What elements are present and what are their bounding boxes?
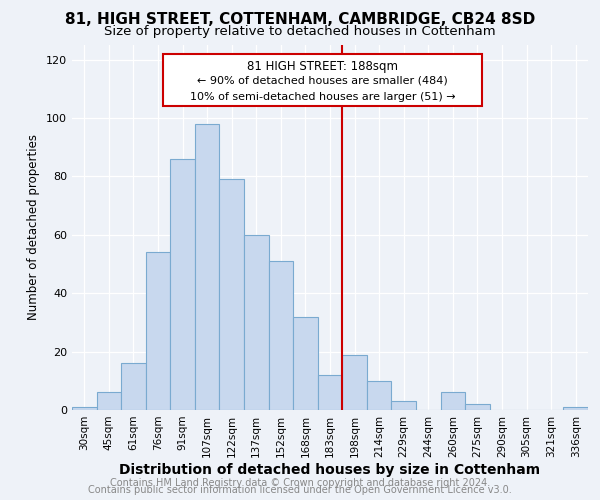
Bar: [220, 180, 244, 410]
Text: ← 90% of detached houses are smaller (484): ← 90% of detached houses are smaller (48…: [197, 76, 448, 86]
Bar: [121, 364, 146, 410]
Text: Contains public sector information licensed under the Open Government Licence v3: Contains public sector information licen…: [88, 485, 512, 495]
Bar: [465, 404, 490, 410]
Bar: [440, 392, 465, 410]
Text: 10% of semi-detached houses are larger (51) →: 10% of semi-detached houses are larger (…: [190, 92, 455, 102]
Bar: [391, 401, 416, 410]
Bar: [318, 375, 342, 410]
Bar: [195, 124, 220, 410]
Bar: [342, 354, 367, 410]
FancyBboxPatch shape: [163, 54, 482, 106]
Bar: [146, 252, 170, 410]
Bar: [293, 316, 318, 410]
X-axis label: Distribution of detached houses by size in Cottenham: Distribution of detached houses by size …: [119, 462, 541, 476]
Bar: [563, 407, 588, 410]
Bar: [97, 392, 121, 410]
Text: 81 HIGH STREET: 188sqm: 81 HIGH STREET: 188sqm: [247, 60, 398, 72]
Bar: [244, 235, 269, 410]
Bar: [367, 381, 391, 410]
Text: 81, HIGH STREET, COTTENHAM, CAMBRIDGE, CB24 8SD: 81, HIGH STREET, COTTENHAM, CAMBRIDGE, C…: [65, 12, 535, 28]
Bar: [72, 407, 97, 410]
Bar: [170, 159, 195, 410]
Y-axis label: Number of detached properties: Number of detached properties: [28, 134, 40, 320]
Text: Size of property relative to detached houses in Cottenham: Size of property relative to detached ho…: [104, 25, 496, 38]
Text: Contains HM Land Registry data © Crown copyright and database right 2024.: Contains HM Land Registry data © Crown c…: [110, 478, 490, 488]
Bar: [269, 261, 293, 410]
